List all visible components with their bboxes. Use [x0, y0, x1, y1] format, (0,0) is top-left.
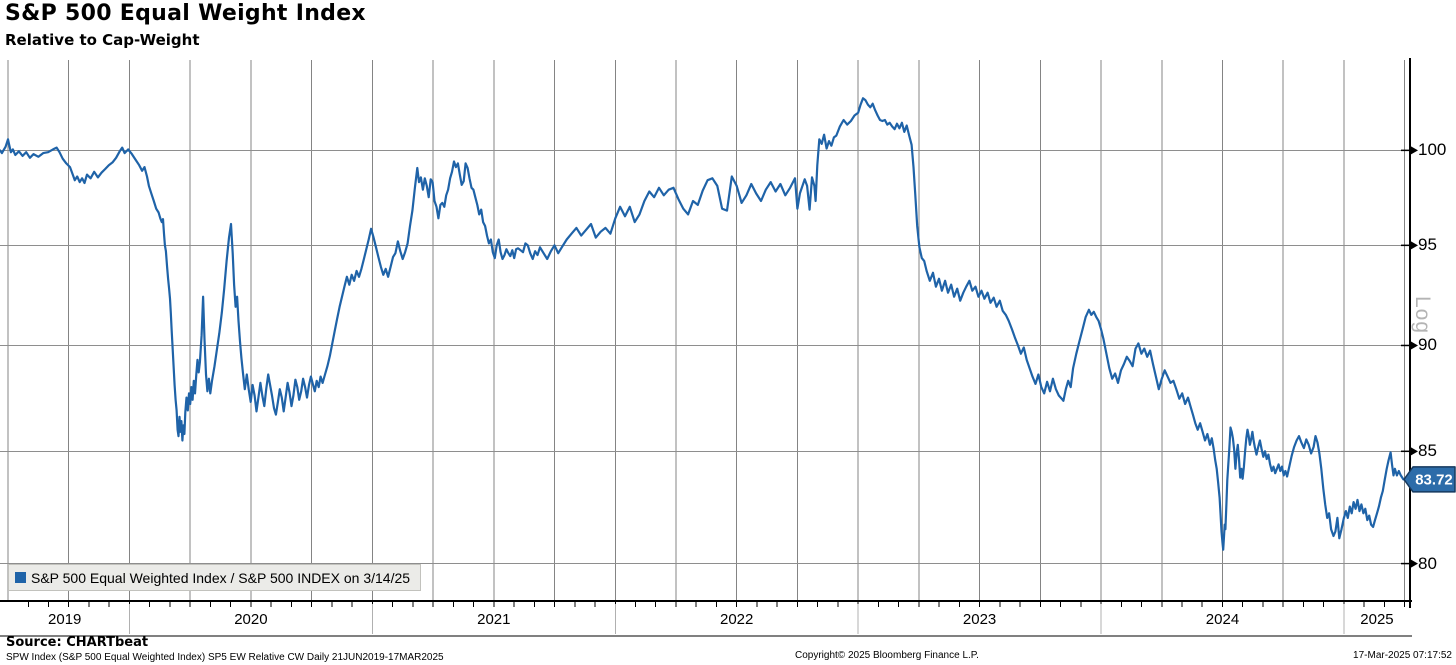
y-axis-tick-label: 90 [1418, 335, 1437, 355]
x-axis-year-label: 2022 [720, 611, 754, 628]
y-axis-tick-label: 85 [1418, 441, 1437, 461]
y-tick-arrow-icon [1411, 146, 1418, 155]
series-line [0, 97, 1405, 551]
timestamp-label: 17-Mar-2025 07:17:52 [1353, 650, 1452, 661]
y-tick-arrow-icon [1411, 559, 1418, 568]
x-axis-year-label: 2025 [1360, 611, 1394, 628]
page-subtitle: Relative to Cap-Weight [5, 31, 200, 49]
x-axis-year-label: 2019 [48, 611, 82, 628]
y-tick-arrow-icon [1411, 241, 1418, 250]
page-title: S&P 500 Equal Weight Index [5, 1, 366, 26]
source-label: Source: CHARTbeat [6, 635, 149, 650]
log-scale-label: Log [1411, 296, 1434, 335]
y-axis-tick-label: 80 [1418, 553, 1437, 573]
y-axis-tick-label: 95 [1418, 235, 1437, 255]
y-tick-arrow-icon [1411, 447, 1418, 456]
y-tick-arrow-icon [1411, 341, 1418, 350]
legend-label: S&P 500 Equal Weighted Index / S&P 500 I… [31, 569, 411, 586]
x-axis-year-label: 2021 [477, 611, 511, 628]
copyright-label: Copyright© 2025 Bloomberg Finance L.P. [795, 650, 979, 661]
ticker-description: SPW Index (S&P 500 Equal Weighted Index)… [6, 652, 444, 663]
last-value-badge-text: 83.72 [1415, 471, 1453, 488]
y-axis-tick-label: 100 [1418, 140, 1447, 160]
x-axis-year-label: 2024 [1205, 611, 1240, 628]
last-value-badge [1403, 466, 1456, 493]
legend-swatch-icon [15, 572, 26, 583]
x-axis-year-label: 2020 [234, 611, 268, 628]
x-axis-year-label: 2023 [962, 611, 997, 628]
legend[interactable]: S&P 500 Equal Weighted Index / S&P 500 I… [8, 564, 422, 591]
